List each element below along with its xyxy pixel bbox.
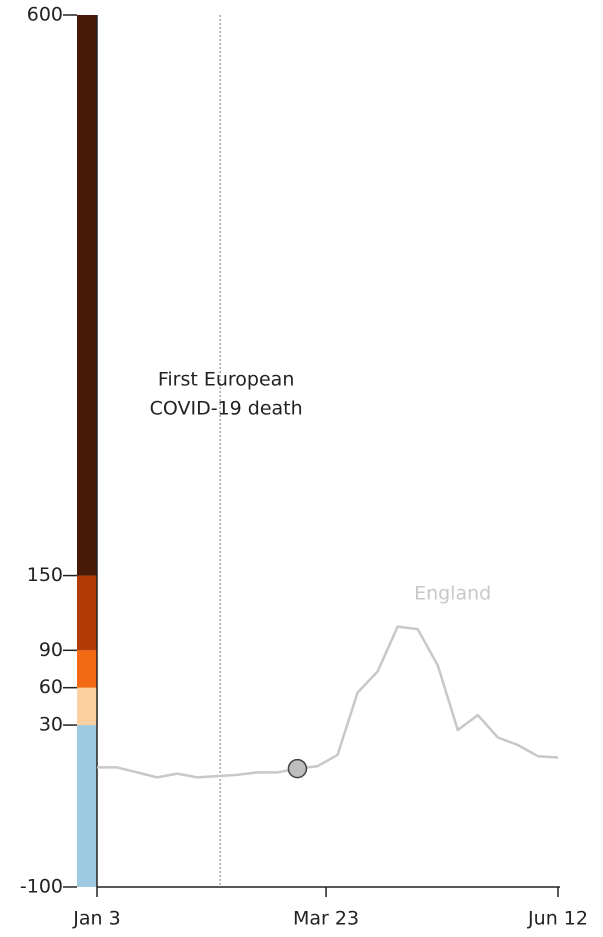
marker (287, 758, 308, 779)
color-band (77, 687, 97, 726)
y-tick-label: -100 (20, 876, 63, 898)
event-label: First European (158, 369, 295, 391)
color-band (77, 575, 97, 651)
color-band (77, 15, 97, 576)
event-label: COVID-19 death (150, 398, 303, 420)
x-tick-label: Jun 12 (527, 908, 588, 930)
y-tick-label: 60 (39, 676, 63, 698)
y-tick-label: 150 (27, 564, 63, 586)
color-band (77, 725, 97, 887)
y-tick-label: 90 (39, 639, 63, 661)
x-tick-label: Mar 23 (293, 908, 359, 930)
y-tick-label: 30 (39, 714, 63, 736)
line (97, 625, 559, 779)
y-tick-label: 600 (27, 4, 63, 26)
x-tick-label: Jan 3 (72, 908, 120, 930)
series-label: England (414, 583, 491, 605)
color-band (77, 650, 97, 688)
